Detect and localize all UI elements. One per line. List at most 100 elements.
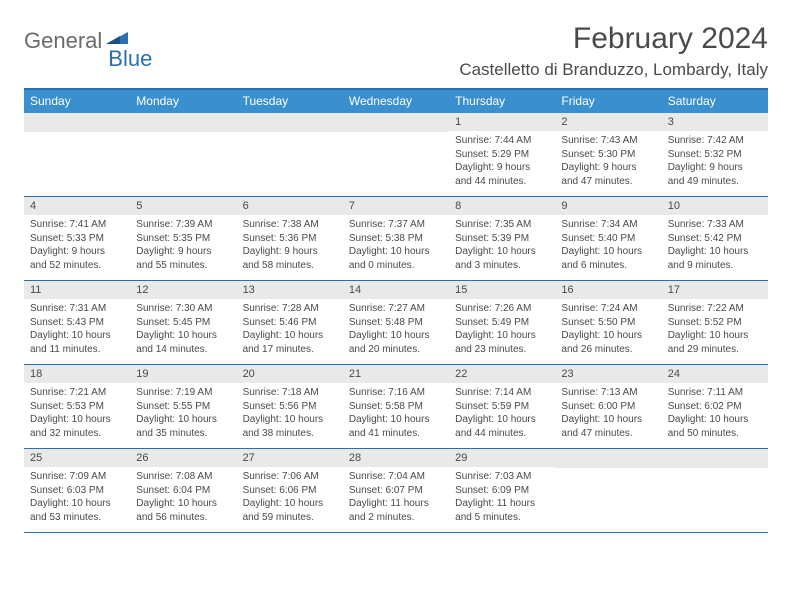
- day-details: Sunrise: 7:39 AMSunset: 5:35 PMDaylight:…: [130, 215, 236, 276]
- sunrise-text: Sunrise: 7:22 AM: [668, 302, 762, 316]
- day-header-cell: Sunday: [24, 90, 130, 113]
- day-cell: 10Sunrise: 7:33 AMSunset: 5:42 PMDayligh…: [662, 197, 768, 280]
- sunset-text: Sunset: 6:09 PM: [455, 484, 549, 498]
- day-cell: 11Sunrise: 7:31 AMSunset: 5:43 PMDayligh…: [24, 281, 130, 364]
- day-details: Sunrise: 7:13 AMSunset: 6:00 PMDaylight:…: [555, 383, 661, 444]
- day-cell-empty: [343, 113, 449, 196]
- day-cell: 23Sunrise: 7:13 AMSunset: 6:00 PMDayligh…: [555, 365, 661, 448]
- day-number: 9: [555, 197, 661, 215]
- daylight-text: Daylight: 9 hours and 47 minutes.: [561, 161, 655, 188]
- sunset-text: Sunset: 5:58 PM: [349, 400, 443, 414]
- sunrise-text: Sunrise: 7:13 AM: [561, 386, 655, 400]
- sunset-text: Sunset: 5:33 PM: [30, 232, 124, 246]
- day-cell: 28Sunrise: 7:04 AMSunset: 6:07 PMDayligh…: [343, 449, 449, 532]
- day-number: 1: [449, 113, 555, 131]
- daylight-text: Daylight: 9 hours and 52 minutes.: [30, 245, 124, 272]
- day-cell: 20Sunrise: 7:18 AMSunset: 5:56 PMDayligh…: [237, 365, 343, 448]
- sunset-text: Sunset: 6:04 PM: [136, 484, 230, 498]
- day-details: Sunrise: 7:26 AMSunset: 5:49 PMDaylight:…: [449, 299, 555, 360]
- day-cell: 7Sunrise: 7:37 AMSunset: 5:38 PMDaylight…: [343, 197, 449, 280]
- daylight-text: Daylight: 10 hours and 44 minutes.: [455, 413, 549, 440]
- day-cell-empty: [237, 113, 343, 196]
- day-number: 12: [130, 281, 236, 299]
- sunrise-text: Sunrise: 7:21 AM: [30, 386, 124, 400]
- sunrise-text: Sunrise: 7:03 AM: [455, 470, 549, 484]
- sunrise-text: Sunrise: 7:43 AM: [561, 134, 655, 148]
- daylight-text: Daylight: 10 hours and 59 minutes.: [243, 497, 337, 524]
- sunset-text: Sunset: 5:55 PM: [136, 400, 230, 414]
- day-details: Sunrise: 7:03 AMSunset: 6:09 PMDaylight:…: [449, 467, 555, 528]
- daylight-text: Daylight: 10 hours and 6 minutes.: [561, 245, 655, 272]
- daylight-text: Daylight: 11 hours and 5 minutes.: [455, 497, 549, 524]
- daylight-text: Daylight: 10 hours and 26 minutes.: [561, 329, 655, 356]
- daylight-text: Daylight: 10 hours and 3 minutes.: [455, 245, 549, 272]
- daylight-text: Daylight: 10 hours and 38 minutes.: [243, 413, 337, 440]
- sunrise-text: Sunrise: 7:19 AM: [136, 386, 230, 400]
- day-cell: 18Sunrise: 7:21 AMSunset: 5:53 PMDayligh…: [24, 365, 130, 448]
- day-details: Sunrise: 7:09 AMSunset: 6:03 PMDaylight:…: [24, 467, 130, 528]
- sunset-text: Sunset: 6:06 PM: [243, 484, 337, 498]
- day-cell: 15Sunrise: 7:26 AMSunset: 5:49 PMDayligh…: [449, 281, 555, 364]
- logo: General Blue: [24, 22, 152, 72]
- day-number: 7: [343, 197, 449, 215]
- day-details: Sunrise: 7:06 AMSunset: 6:06 PMDaylight:…: [237, 467, 343, 528]
- day-number: 21: [343, 365, 449, 383]
- week-row: 4Sunrise: 7:41 AMSunset: 5:33 PMDaylight…: [24, 197, 768, 281]
- day-details: Sunrise: 7:38 AMSunset: 5:36 PMDaylight:…: [237, 215, 343, 276]
- day-cell: 9Sunrise: 7:34 AMSunset: 5:40 PMDaylight…: [555, 197, 661, 280]
- sunset-text: Sunset: 5:30 PM: [561, 148, 655, 162]
- sunset-text: Sunset: 5:56 PM: [243, 400, 337, 414]
- day-number: [130, 113, 236, 132]
- sunrise-text: Sunrise: 7:39 AM: [136, 218, 230, 232]
- day-number: 28: [343, 449, 449, 467]
- day-details: Sunrise: 7:11 AMSunset: 6:02 PMDaylight:…: [662, 383, 768, 444]
- day-details: Sunrise: 7:44 AMSunset: 5:29 PMDaylight:…: [449, 131, 555, 192]
- sunrise-text: Sunrise: 7:41 AM: [30, 218, 124, 232]
- day-cell: 19Sunrise: 7:19 AMSunset: 5:55 PMDayligh…: [130, 365, 236, 448]
- day-cell: 1Sunrise: 7:44 AMSunset: 5:29 PMDaylight…: [449, 113, 555, 196]
- day-header-cell: Saturday: [662, 90, 768, 113]
- day-details: Sunrise: 7:31 AMSunset: 5:43 PMDaylight:…: [24, 299, 130, 360]
- day-details: Sunrise: 7:21 AMSunset: 5:53 PMDaylight:…: [24, 383, 130, 444]
- day-number: [237, 113, 343, 132]
- sunset-text: Sunset: 5:45 PM: [136, 316, 230, 330]
- daylight-text: Daylight: 11 hours and 2 minutes.: [349, 497, 443, 524]
- day-number: 4: [24, 197, 130, 215]
- sunrise-text: Sunrise: 7:27 AM: [349, 302, 443, 316]
- day-details: Sunrise: 7:19 AMSunset: 5:55 PMDaylight:…: [130, 383, 236, 444]
- day-header-cell: Tuesday: [237, 90, 343, 113]
- day-number: 11: [24, 281, 130, 299]
- day-number: 29: [449, 449, 555, 467]
- day-details: Sunrise: 7:34 AMSunset: 5:40 PMDaylight:…: [555, 215, 661, 276]
- logo-text-blue: Blue: [108, 46, 152, 72]
- day-number: 19: [130, 365, 236, 383]
- day-header-cell: Thursday: [449, 90, 555, 113]
- day-number: [555, 449, 661, 468]
- daylight-text: Daylight: 10 hours and 35 minutes.: [136, 413, 230, 440]
- day-details: Sunrise: 7:33 AMSunset: 5:42 PMDaylight:…: [662, 215, 768, 276]
- day-details: Sunrise: 7:27 AMSunset: 5:48 PMDaylight:…: [343, 299, 449, 360]
- sunset-text: Sunset: 5:52 PM: [668, 316, 762, 330]
- sunrise-text: Sunrise: 7:24 AM: [561, 302, 655, 316]
- day-details: Sunrise: 7:28 AMSunset: 5:46 PMDaylight:…: [237, 299, 343, 360]
- day-cell-empty: [555, 449, 661, 532]
- calendar: SundayMondayTuesdayWednesdayThursdayFrid…: [24, 88, 768, 533]
- day-header-cell: Wednesday: [343, 90, 449, 113]
- day-cell-empty: [24, 113, 130, 196]
- day-number: 2: [555, 113, 661, 131]
- daylight-text: Daylight: 10 hours and 47 minutes.: [561, 413, 655, 440]
- sunset-text: Sunset: 5:39 PM: [455, 232, 549, 246]
- day-header-cell: Friday: [555, 90, 661, 113]
- sunset-text: Sunset: 5:53 PM: [30, 400, 124, 414]
- day-cell-empty: [130, 113, 236, 196]
- day-number: 5: [130, 197, 236, 215]
- day-number: 23: [555, 365, 661, 383]
- day-cell: 12Sunrise: 7:30 AMSunset: 5:45 PMDayligh…: [130, 281, 236, 364]
- sunrise-text: Sunrise: 7:44 AM: [455, 134, 549, 148]
- sunset-text: Sunset: 6:02 PM: [668, 400, 762, 414]
- day-details: Sunrise: 7:04 AMSunset: 6:07 PMDaylight:…: [343, 467, 449, 528]
- sunrise-text: Sunrise: 7:26 AM: [455, 302, 549, 316]
- daylight-text: Daylight: 10 hours and 29 minutes.: [668, 329, 762, 356]
- day-cell: 17Sunrise: 7:22 AMSunset: 5:52 PMDayligh…: [662, 281, 768, 364]
- location: Castelletto di Branduzzo, Lombardy, Ital…: [459, 60, 768, 80]
